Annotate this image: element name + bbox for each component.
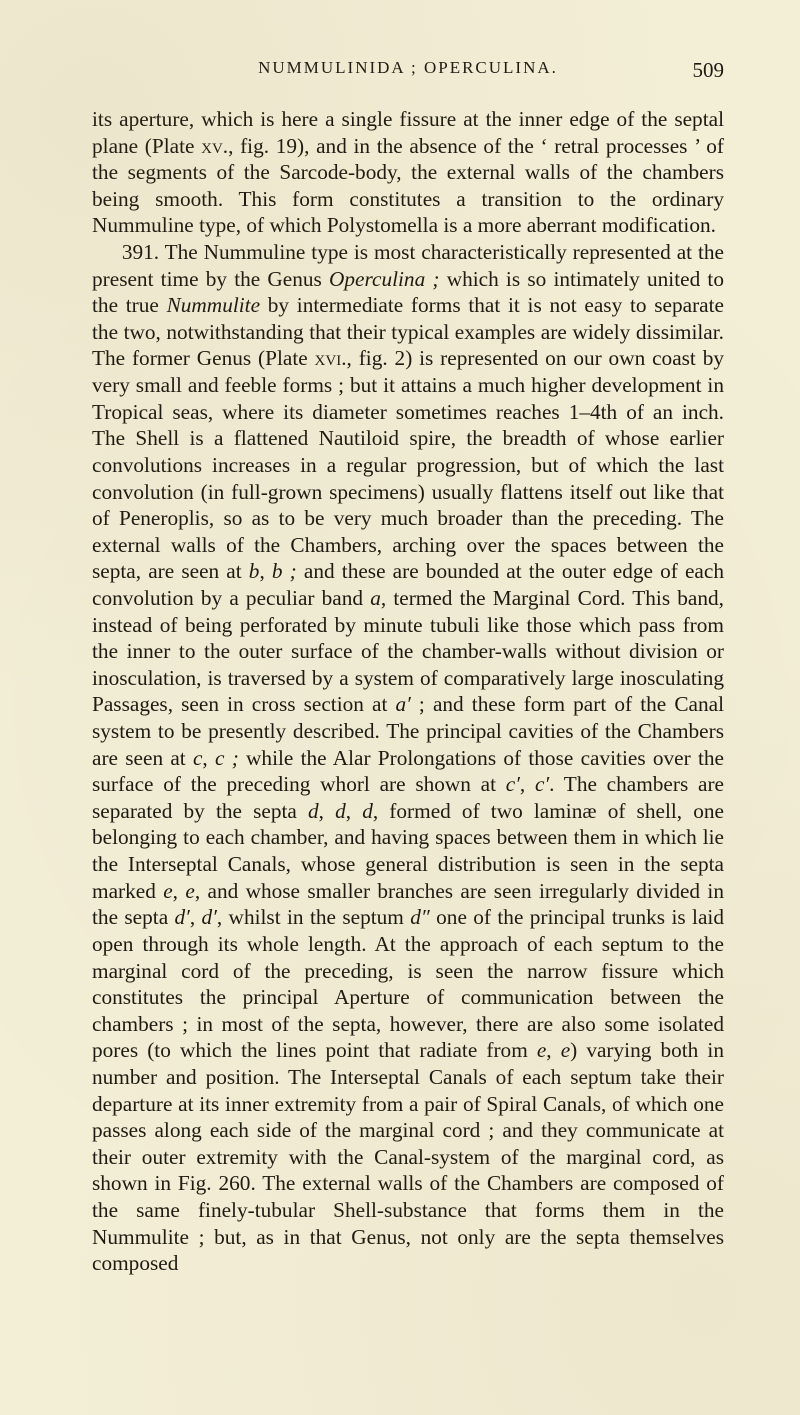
body-text: its aperture, which is here a single fis… bbox=[92, 106, 724, 1277]
running-head: NUMMULINIDA ; OPERCULINA. 509 bbox=[92, 58, 724, 78]
page-number: 509 bbox=[693, 58, 725, 83]
page: NUMMULINIDA ; OPERCULINA. 509 its apertu… bbox=[0, 0, 800, 1317]
paragraph: 391. The Nummuline type is most characte… bbox=[92, 239, 724, 1277]
running-title: NUMMULINIDA ; OPERCULINA. bbox=[258, 58, 558, 78]
paragraph: its aperture, which is here a single fis… bbox=[92, 106, 724, 239]
